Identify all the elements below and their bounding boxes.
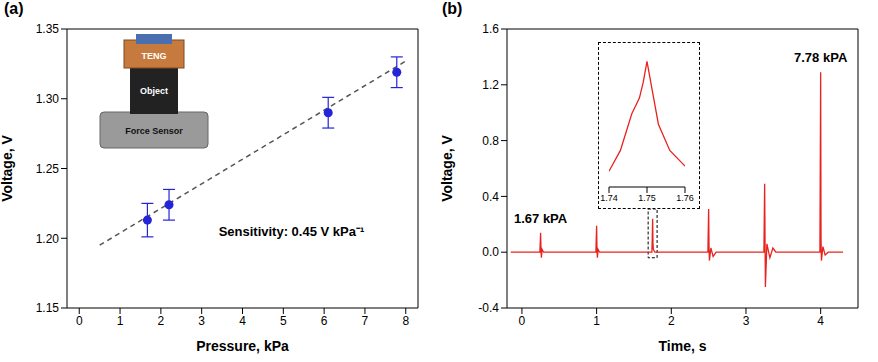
svg-text:1.20: 1.20: [36, 232, 60, 246]
svg-text:2: 2: [668, 314, 675, 328]
svg-text:3: 3: [743, 314, 750, 328]
svg-text:2: 2: [158, 314, 165, 328]
svg-text:8: 8: [402, 314, 409, 328]
svg-text:7: 7: [362, 314, 369, 328]
svg-text:1.6: 1.6: [482, 22, 499, 36]
svg-text:1.25: 1.25: [36, 162, 60, 176]
html-text:(a): (a): [4, 0, 24, 17]
svg-text:5: 5: [280, 314, 287, 328]
html-text:(b): (b): [442, 0, 463, 17]
svg-text:4: 4: [817, 314, 824, 328]
svg-text:1: 1: [117, 314, 124, 328]
svg-text:0.4: 0.4: [482, 190, 499, 204]
svg-text:1: 1: [593, 314, 600, 328]
svg-text:6: 6: [321, 314, 328, 328]
svg-text:0.0: 0.0: [482, 245, 499, 259]
svg-text:Force Sensor: Force Sensor: [125, 126, 183, 136]
svg-text:1.15: 1.15: [36, 301, 60, 315]
svg-text:1.30: 1.30: [36, 92, 60, 106]
svg-text:0.8: 0.8: [482, 134, 499, 148]
svg-text:1.75: 1.75: [638, 193, 656, 203]
svg-text:Pressure, kPa: Pressure, kPa: [196, 338, 289, 354]
svg-text:1.67 kPA: 1.67 kPA: [514, 211, 568, 226]
svg-text:7.78 kPA: 7.78 kPA: [794, 50, 848, 65]
svg-text:TENG: TENG: [141, 51, 166, 61]
svg-text:1.2: 1.2: [482, 78, 499, 92]
svg-text:Voltage, V: Voltage, V: [440, 135, 455, 202]
svg-text:-0.4: -0.4: [478, 301, 499, 315]
svg-text:0: 0: [76, 314, 83, 328]
svg-text:4: 4: [239, 314, 246, 328]
svg-text:1.74: 1.74: [600, 193, 618, 203]
svg-text:1.76: 1.76: [676, 193, 694, 203]
svg-text:3: 3: [198, 314, 205, 328]
svg-text:Voltage, V: Voltage, V: [0, 135, 15, 202]
svg-text:Object: Object: [140, 86, 168, 96]
svg-text:Time, s: Time, s: [659, 338, 707, 354]
svg-text:1.35: 1.35: [36, 22, 60, 36]
svg-text:Sensitivity: 0.45 V kPa⁻¹: Sensitivity: 0.45 V kPa⁻¹: [219, 224, 365, 239]
svg-text:0: 0: [519, 314, 526, 328]
